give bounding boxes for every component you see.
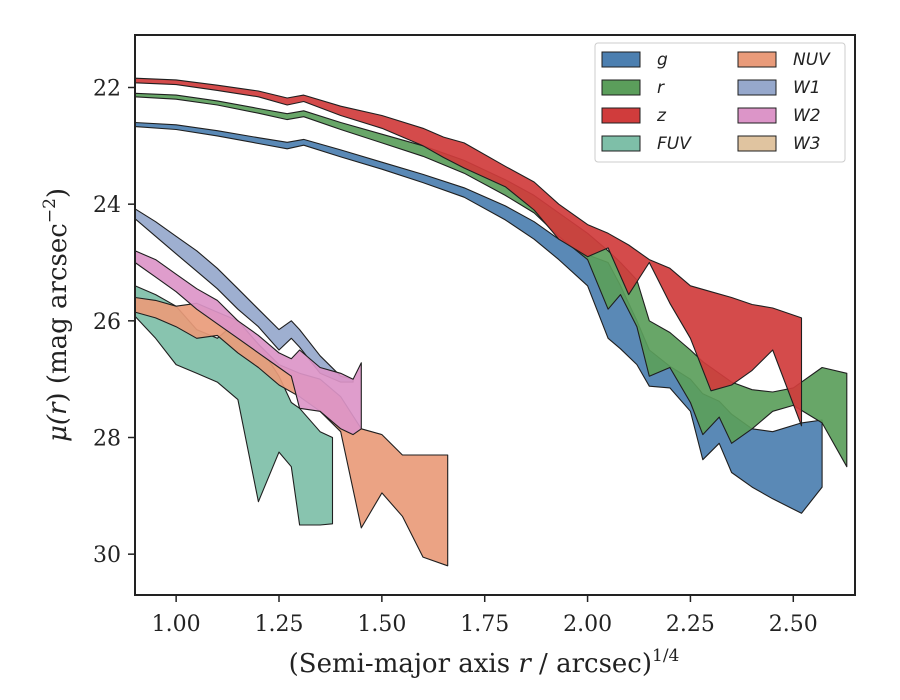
legend-label-w2: W2 xyxy=(793,106,821,126)
plot-frame xyxy=(134,34,856,596)
x-tick-label: 1.25 xyxy=(255,612,304,637)
legend: grz FUV NUV W1 W2 W3 xyxy=(594,42,846,163)
x-tick-label: 1.75 xyxy=(460,612,509,637)
x-tick-label: 2.00 xyxy=(563,612,612,637)
y-axis-label-exponent: −2 xyxy=(40,198,60,223)
band-g xyxy=(134,121,823,514)
y-axis-label-part-2: ) (mag arcsec xyxy=(43,223,73,402)
y-axis-label: μ(r) (mag arcsec−2) xyxy=(40,188,73,442)
legend-swatch-g xyxy=(601,51,641,68)
x-tick-label: 2.25 xyxy=(666,612,715,637)
legend-label-g: g xyxy=(657,50,668,70)
legend-label-w1: W1 xyxy=(793,78,821,98)
legend-items: grz FUV NUV W1 W2 W3 xyxy=(601,50,831,154)
y-axis-label-close: ) xyxy=(43,188,73,198)
legend-swatch-fuv xyxy=(601,135,641,152)
y-tick-label: 24 xyxy=(93,193,121,218)
legend-swatch-r xyxy=(601,79,641,96)
legend-swatch-w2 xyxy=(737,107,777,124)
x-axis-label-part-2: / arcsec) xyxy=(531,649,652,679)
y-tick-label: 30 xyxy=(93,543,121,568)
legend-label-fuv: FUV xyxy=(657,134,692,154)
y-tick-label: 28 xyxy=(93,427,121,452)
x-tick-label: 1.00 xyxy=(152,612,201,637)
y-tick-label: 22 xyxy=(93,77,121,102)
x-tick-label: 1.50 xyxy=(357,612,406,637)
band-fuv xyxy=(134,285,334,526)
x-tick-label: 2.50 xyxy=(769,612,818,637)
y-axis-label-var: r xyxy=(43,401,73,415)
y-axis-label-mu: μ( xyxy=(43,414,73,442)
band-w2 xyxy=(134,250,362,436)
y-axis-ticks: 22 24 26 28 30 xyxy=(93,77,135,568)
x-axis-label-part-1: (Semi-major axis xyxy=(289,649,519,679)
legend-frame xyxy=(594,42,846,163)
legend-label-w3: W3 xyxy=(793,134,821,154)
x-axis-ticks: 1.00 1.25 1.50 1.75 2.00 2.25 2.50 xyxy=(152,595,818,637)
legend-swatch-w1 xyxy=(737,79,777,96)
x-axis-label: (Semi-major axis r / arcsec)1/4 xyxy=(289,646,680,679)
legend-swatch-w3 xyxy=(737,135,777,152)
y-tick-label: 26 xyxy=(93,310,121,335)
legend-label-nuv: NUV xyxy=(793,50,831,70)
x-axis-label-exponent: 1/4 xyxy=(652,646,679,666)
band-z xyxy=(134,77,803,427)
legend-swatch-nuv xyxy=(737,51,777,68)
legend-swatch-z xyxy=(601,107,641,124)
legend-label-r: r xyxy=(657,78,665,98)
series-bands xyxy=(134,77,848,567)
x-axis-label-var: r xyxy=(518,649,532,679)
legend-label-z: z xyxy=(656,106,667,126)
